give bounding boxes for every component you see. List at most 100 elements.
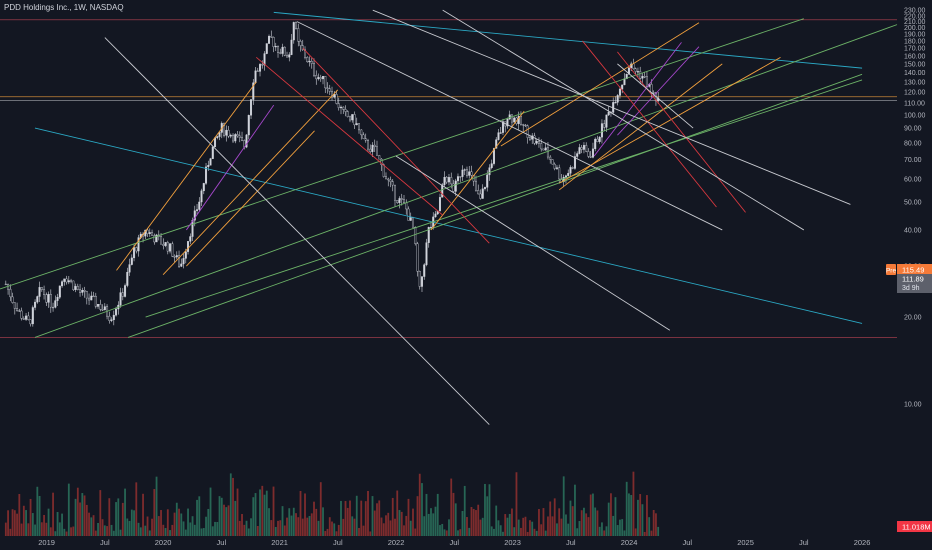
candle-body xyxy=(11,296,14,303)
volume-bar xyxy=(45,522,48,536)
candle-body xyxy=(247,115,250,136)
volume-bar xyxy=(254,493,257,536)
volume-bar xyxy=(614,497,617,536)
volume-bar xyxy=(610,493,612,536)
volume-bar xyxy=(61,513,63,536)
candle-body xyxy=(112,314,115,321)
candle-body xyxy=(331,91,334,98)
volume-bar xyxy=(416,496,419,536)
y-tick-label: 220.00 xyxy=(904,13,926,20)
candle-body xyxy=(9,288,12,298)
volume-bar xyxy=(272,486,275,536)
volume-bar xyxy=(398,510,401,536)
candle-body xyxy=(301,45,304,51)
volume-bar xyxy=(142,493,144,536)
candle-body xyxy=(94,295,97,307)
candle-body xyxy=(375,146,378,156)
volume-bar xyxy=(283,525,286,536)
volume-bar xyxy=(508,513,511,536)
x-tick-label: Jul xyxy=(799,538,809,547)
volume-bar xyxy=(502,531,504,536)
trend-lines xyxy=(0,9,898,425)
volume-bar xyxy=(409,520,412,536)
candle-body xyxy=(387,178,390,181)
candle-body xyxy=(211,146,214,159)
candle-body xyxy=(573,156,576,169)
volume-bar xyxy=(355,495,358,536)
volume-bar xyxy=(326,528,329,536)
volume-bar xyxy=(439,525,441,536)
trend-line xyxy=(145,79,863,318)
candle-body xyxy=(101,309,104,311)
candle-body xyxy=(272,37,275,47)
trend-line xyxy=(582,40,717,208)
volume-bar xyxy=(308,516,311,536)
candle-body xyxy=(22,318,25,320)
volume-bar xyxy=(520,527,522,536)
volume-bar xyxy=(36,486,39,536)
candle-body xyxy=(544,147,547,151)
volume-bar xyxy=(211,526,214,536)
volume-bar xyxy=(358,527,360,536)
candle-body xyxy=(205,166,208,184)
volume-bar xyxy=(306,517,309,536)
trend-line xyxy=(34,127,863,324)
volume-bar xyxy=(506,517,509,536)
candle-body xyxy=(569,167,572,174)
candle-body xyxy=(441,184,444,198)
y-tick-label: 170.00 xyxy=(904,46,926,53)
candle-body xyxy=(121,292,124,297)
candle-body xyxy=(148,232,151,234)
trend-line xyxy=(500,22,700,147)
candle-body xyxy=(153,235,156,243)
candle-body xyxy=(279,52,282,54)
candle-body xyxy=(56,297,59,301)
volume-bar xyxy=(576,528,579,536)
volume-bar xyxy=(560,518,563,536)
candle-body xyxy=(522,124,525,126)
candle-body xyxy=(414,227,417,244)
volume-bar xyxy=(630,495,633,536)
candle-body xyxy=(456,176,459,182)
candle-body xyxy=(54,300,57,308)
candle-body xyxy=(308,60,311,63)
volume-bar xyxy=(252,497,255,536)
volume-bar xyxy=(542,508,545,536)
x-tick-label: Jul xyxy=(450,538,460,547)
volume-bar xyxy=(432,513,435,536)
time-axis[interactable]: 2019 Jul 2020 Jul 2021 Jul 2022 Jul 2023 Jul 2024 J… xyxy=(38,538,870,547)
pre-tag: Pre xyxy=(886,268,897,275)
candle-body xyxy=(45,294,48,303)
volume-bar xyxy=(587,517,590,536)
volume-bar xyxy=(477,504,480,536)
x-tick-label: 2021 xyxy=(271,538,288,547)
volume-bar xyxy=(621,519,624,536)
candle-body xyxy=(600,123,603,138)
x-tick-label: Jul xyxy=(333,538,343,547)
trend-line xyxy=(302,47,490,244)
volume-bar xyxy=(274,526,277,536)
candle-body xyxy=(47,294,50,303)
candle-body xyxy=(351,114,354,121)
y-tick-label: 70.00 xyxy=(904,157,922,164)
candle-body xyxy=(429,226,432,229)
candle-body xyxy=(92,295,95,297)
volume-bar xyxy=(148,530,151,536)
candle-body xyxy=(310,60,313,64)
candle-body xyxy=(328,88,331,92)
volume-bar xyxy=(315,508,318,536)
volume-bar xyxy=(227,505,230,536)
candle-body xyxy=(427,227,430,243)
volume-bar xyxy=(553,498,556,536)
candle-body xyxy=(76,286,79,290)
candle-body xyxy=(340,106,343,109)
candle-body xyxy=(519,116,522,125)
volume-bar xyxy=(342,518,345,536)
candle-body xyxy=(34,301,37,308)
volume-bar xyxy=(166,509,169,536)
volume-bar xyxy=(574,484,576,536)
price-axis[interactable]: 10.0020.0030.0040.0050.0060.0070.0080.00… xyxy=(904,8,926,409)
trend-line xyxy=(0,18,804,290)
volume-bar xyxy=(328,517,331,536)
